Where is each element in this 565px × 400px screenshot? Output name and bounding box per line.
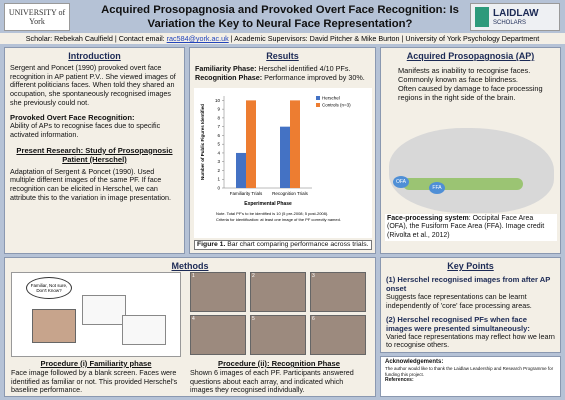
text: Performance improved by 30%. (262, 72, 365, 82)
y-tick-label: 6 (217, 133, 220, 138)
subheading: Procedure (i) Familiarity phase (40, 359, 152, 368)
ap-line: Manifests as inability to recognise face… (398, 66, 531, 75)
caption-label: Face-processing system (387, 215, 469, 222)
heading: Results (266, 51, 299, 61)
y-tick-label: 7 (217, 124, 220, 129)
caption-label: Figure 1. (197, 241, 226, 248)
y-tick-label: 5 (217, 142, 220, 147)
y-tick-label: 3 (217, 159, 220, 164)
department: University of York Psychology Department (405, 34, 540, 43)
methods: Methods Familiar, Not sure, Don't Know? … (4, 257, 376, 397)
face-image: 3 (310, 272, 366, 312)
legend-label: Controls (n=3) (322, 103, 351, 108)
heading: Introduction (68, 51, 121, 61)
y-tick-label: 9 (217, 107, 220, 112)
y-tick-label: 8 (217, 115, 220, 120)
text: Herschel identified 4/10 PFs. (256, 64, 351, 73)
key-points: Key Points (1) Herschel recognised image… (380, 257, 561, 353)
contact: Contact email: (118, 34, 167, 43)
logo-text: LAIDLAW (493, 8, 539, 19)
x-tick-label: Familiarity Trials (230, 191, 263, 196)
heading: Methods (171, 261, 209, 271)
acknowledgements: Acknowledgements: The author would like … (380, 356, 561, 397)
face-number: 3 (312, 273, 315, 279)
point-heading: (2) Herschel recognised PFs when face im… (386, 314, 530, 333)
ap-line: Commonly known as face blindness. (398, 74, 518, 84)
acquired-prosopagnosia: Acquired Prosopagnosia (AP) Manifests as… (380, 47, 561, 254)
x-tick-label: Recognition Trials (272, 191, 309, 196)
face-image: 1 (190, 272, 246, 312)
point-text: Suggests face representations can be lea… (386, 292, 532, 310)
bar (236, 152, 246, 188)
face-number: 1 (192, 273, 195, 279)
text: Face image followed by a blank screen. F… (11, 368, 178, 395)
y-tick-label: 4 (217, 150, 220, 155)
face-number: 6 (312, 316, 315, 322)
subheading: Procedure (ii): Recognition Phase (218, 359, 340, 368)
heading: Acquired Prosopagnosia (AP) (406, 51, 535, 61)
bar (280, 126, 290, 188)
ffa-label: FFA (429, 182, 445, 194)
face-number: 2 (252, 273, 255, 279)
face-image: 2 (250, 272, 306, 312)
brain-image: OFA FFA (389, 128, 554, 213)
y-tick-label: 2 (217, 168, 220, 173)
caption: : Occipital Face Area (OFA), the Fusifor… (387, 215, 545, 239)
text: Shown 6 images of each PF. Participants … (190, 368, 354, 395)
text: Sergent and Poncet (1990) provoked overt… (10, 63, 176, 107)
introduction: Introduction Sergent and Poncet (1990) p… (4, 47, 185, 254)
heading: Acknowledgements: (385, 359, 444, 365)
y-tick-label: 0 (217, 186, 220, 191)
bar-chart: 0 1 2 3 4 5 6 7 8 9 10 Familiarity Trials Recognitio… (194, 88, 372, 238)
y-axis-label: Number of Public Figures Identified (200, 104, 205, 180)
bar (290, 100, 300, 188)
text: Adaptation of Sergent & Poncet (1990). U… (10, 166, 172, 202)
point-text: Varied face representations may reflect … (386, 331, 555, 350)
ap-line: Often caused by damage to face processin… (398, 83, 543, 102)
legend-swatch (316, 96, 320, 100)
york-logo: UNIVERSITY of York (4, 3, 70, 31)
familiarity-figure: Familiar, Not sure, Don't Know? (11, 272, 181, 357)
face-image: 4 (190, 315, 246, 355)
title: Acquired Prosopagnosia and Provoked Over… (101, 4, 459, 31)
supervisors: Academic Supervisors: David Pitcher & Mi… (234, 34, 400, 43)
heading: Key Points (447, 261, 494, 271)
text: Ability of APs to recognise faces due to… (10, 121, 161, 139)
results: Results Familiarity Phase: Herschel iden… (189, 47, 376, 254)
byline: Scholar: Rebekah Caulfield | Contact ema… (0, 33, 565, 44)
chart-note: Note. Total PF's to be identified is 10 … (216, 211, 328, 216)
refs: References: (385, 376, 414, 383)
legend-label: Herschel (322, 96, 340, 101)
bar (246, 100, 256, 188)
caption: Bar chart comparing performance across t… (225, 241, 369, 248)
chart-note: Criteria for identification: at least on… (216, 217, 341, 222)
y-tick-label: 10 (215, 98, 221, 103)
label: Recognition Phase: (195, 72, 263, 82)
label: Familiarity Phase: (195, 64, 257, 73)
ofa-label: OFA (393, 176, 409, 188)
subheading: Provoked Overt Face Recognition: (10, 113, 135, 123)
x-axis-label: Experimental Phase (244, 201, 292, 207)
laidlaw-logo: LAIDLAW SCHOLARS (470, 3, 560, 31)
face-image: 5 (250, 315, 306, 355)
logo-sub: SCHOLARS (493, 20, 527, 26)
y-tick-label: 1 (217, 177, 220, 182)
face-image: 6 (310, 315, 366, 355)
speech-bubble: Familiar, Not sure, Don't Know? (26, 277, 72, 299)
subheading: Present Research: Study of Prosopagnosic… (16, 145, 173, 164)
email[interactable]: rac584@york.ac.uk (166, 34, 229, 43)
scholar: Scholar: Rebekah Caulfield (25, 34, 113, 43)
point-heading: (1) Herschel recognised images from afte… (386, 275, 551, 294)
legend-swatch (316, 103, 320, 107)
text: The author would like to thank the Laidl… (385, 366, 554, 377)
face-number: 4 (192, 316, 195, 322)
face-number: 5 (252, 316, 255, 322)
